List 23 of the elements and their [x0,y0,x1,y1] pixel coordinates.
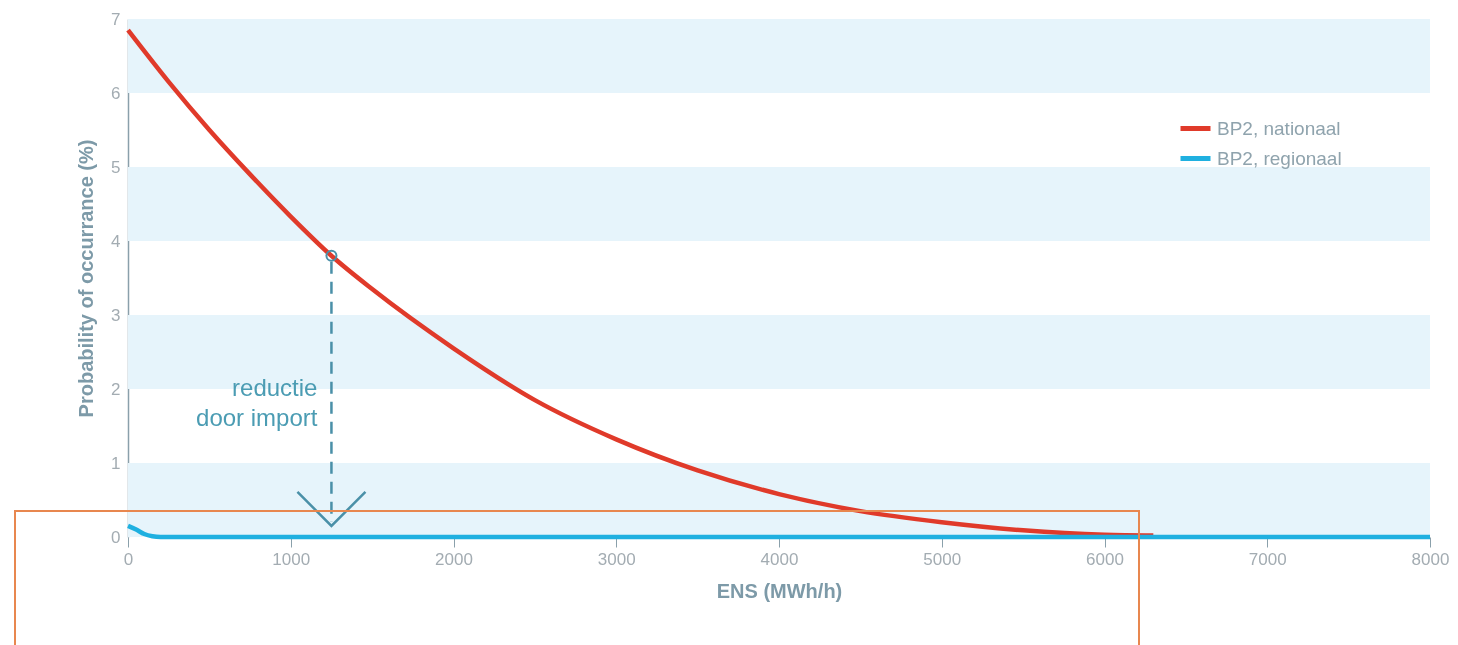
line-series [125,27,1156,538]
x-tick-label: 7000 [1248,549,1287,569]
legend-label: BP2, nationaal [1217,117,1341,139]
y-tick-label: 2 [111,379,121,399]
x-tick-label: 1000 [272,549,311,569]
x-tick-label: 6000 [1086,549,1124,569]
y-tick-label: 1 [111,453,121,473]
y-tick-label: 0 [111,527,121,547]
y-tick-label: 7 [111,9,121,29]
y-tick-label: 4 [111,231,121,251]
legend-label: BP2, regionaal [1217,147,1342,169]
x-tick-label: 4000 [760,549,799,569]
x-axis-title: ENS (MWh/h) [716,579,843,602]
y-axis-title: Probability of occurrance (%) [75,139,98,418]
line-series [125,523,1433,540]
x-tick-label: 5000 [923,549,962,569]
annotation: reductie door import [196,374,318,431]
x-tick-label: 3000 [597,549,636,569]
y-tick-label: 3 [111,305,121,325]
x-tick-label: 8000 [1411,549,1450,569]
y-tick-label: 6 [111,83,121,103]
x-tick-label: 2000 [435,549,473,569]
y-tick-label: 5 [111,157,121,177]
